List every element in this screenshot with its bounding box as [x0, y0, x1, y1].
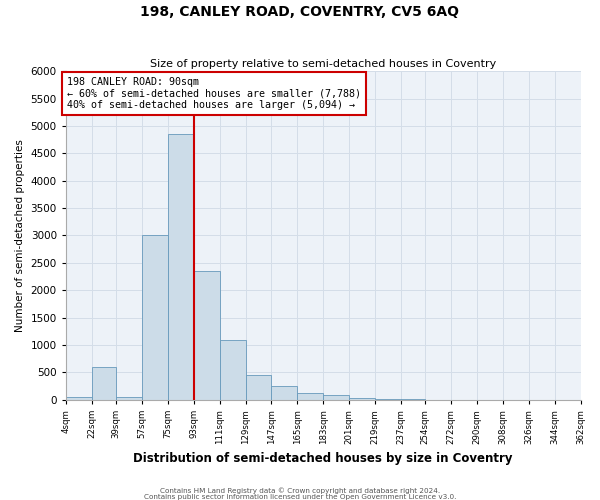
Bar — [142, 236, 168, 400]
Bar — [194, 271, 220, 400]
Text: 198, CANLEY ROAD, COVENTRY, CV5 6AQ: 198, CANLEY ROAD, COVENTRY, CV5 6AQ — [140, 5, 460, 19]
Y-axis label: Number of semi-detached properties: Number of semi-detached properties — [15, 139, 25, 332]
Bar — [323, 396, 349, 400]
Bar — [66, 397, 92, 400]
Text: 198 CANLEY ROAD: 90sqm
← 60% of semi-detached houses are smaller (7,788)
40% of : 198 CANLEY ROAD: 90sqm ← 60% of semi-det… — [67, 76, 361, 110]
Bar — [116, 397, 142, 400]
Bar — [245, 375, 271, 400]
Bar — [297, 392, 323, 400]
Bar — [220, 340, 245, 400]
Bar — [92, 367, 116, 400]
Title: Size of property relative to semi-detached houses in Coventry: Size of property relative to semi-detach… — [150, 59, 496, 69]
X-axis label: Distribution of semi-detached houses by size in Coventry: Distribution of semi-detached houses by … — [133, 452, 513, 465]
Bar — [349, 398, 375, 400]
Text: Contains HM Land Registry data © Crown copyright and database right 2024.: Contains HM Land Registry data © Crown c… — [160, 488, 440, 494]
Text: Contains public sector information licensed under the Open Government Licence v3: Contains public sector information licen… — [144, 494, 456, 500]
Bar — [168, 134, 194, 400]
Bar — [375, 399, 401, 400]
Bar — [271, 386, 297, 400]
